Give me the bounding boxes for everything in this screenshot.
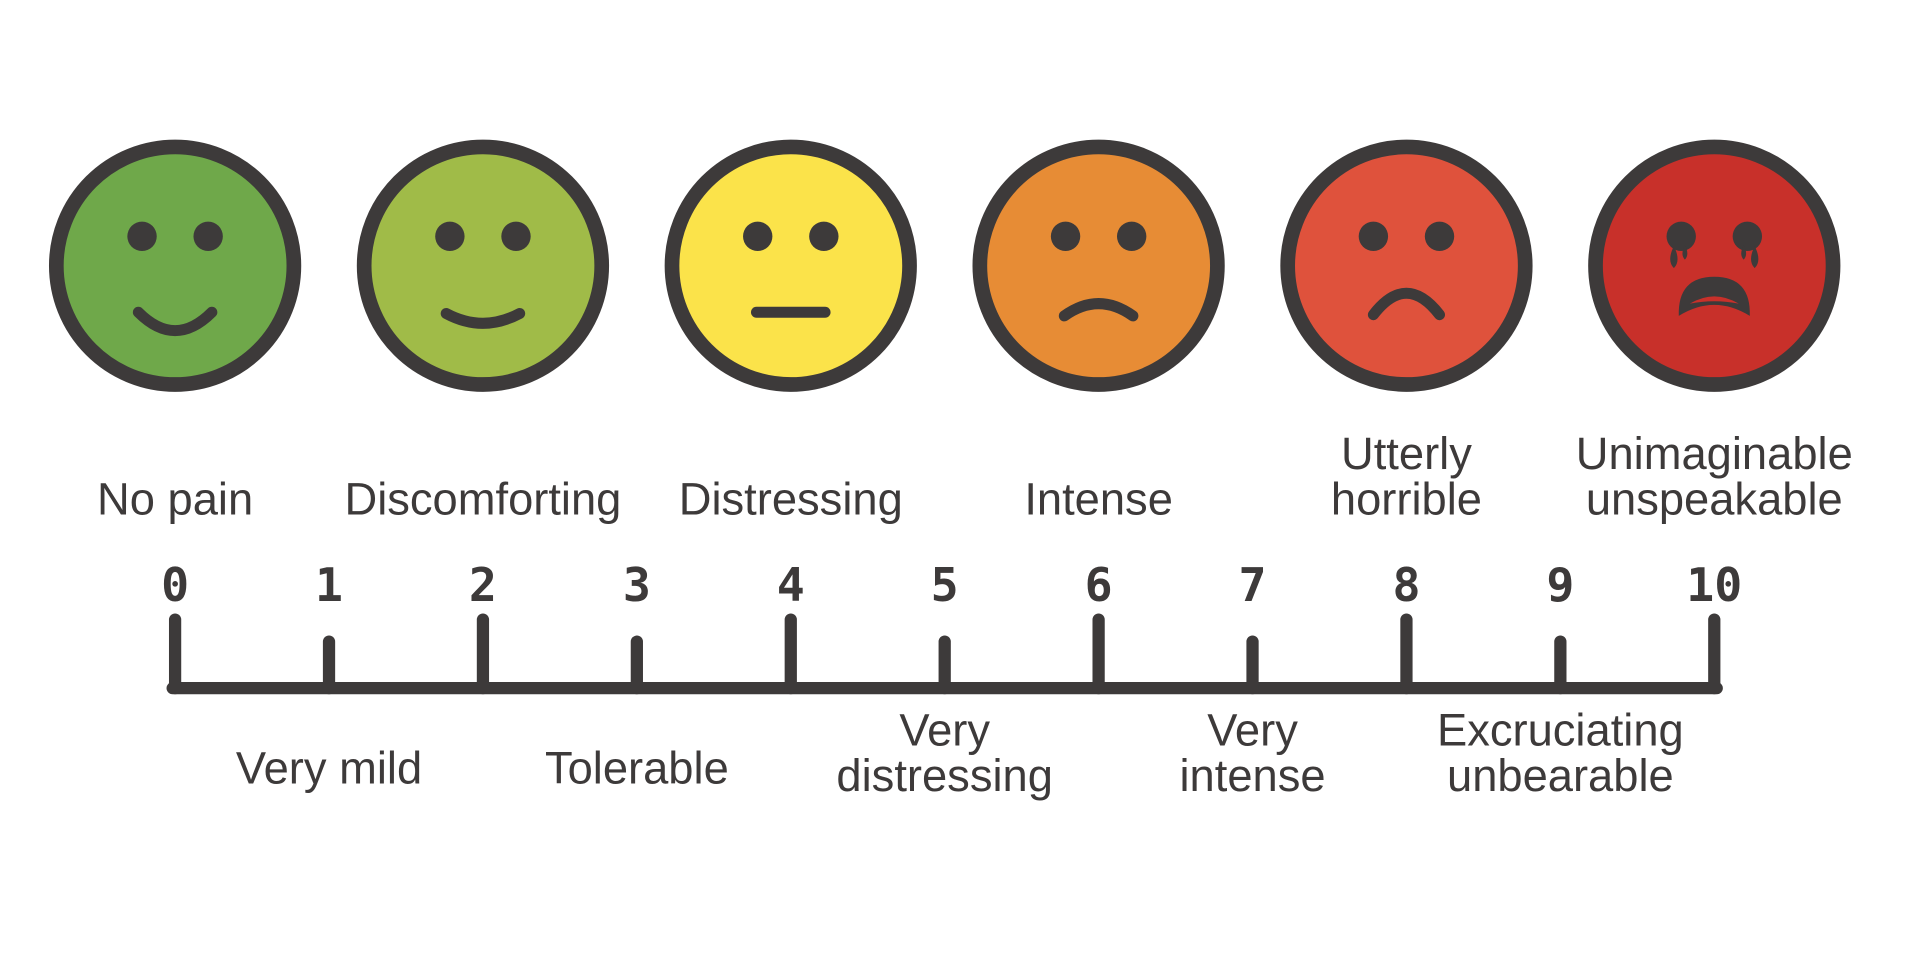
tear-icon — [1751, 246, 1759, 269]
face-circle — [664, 139, 917, 392]
mouth — [440, 307, 526, 329]
intensity-label: Tolerable — [545, 743, 729, 794]
eye — [501, 221, 531, 252]
scale-number: 4 — [777, 558, 805, 612]
eye — [1732, 221, 1763, 252]
face-frown-icon — [1280, 139, 1533, 392]
mouth — [1367, 287, 1446, 321]
intensity-label: Very — [1207, 705, 1298, 756]
intensity-label: Excruciating — [1437, 705, 1684, 756]
scale-number: 3 — [623, 558, 651, 612]
eye — [743, 221, 773, 252]
face-circle — [356, 139, 610, 392]
mouth-inner — [1689, 296, 1739, 304]
face-slight-smile-icon — [356, 139, 610, 392]
scale-number: 8 — [1392, 558, 1420, 612]
face-circle — [48, 139, 302, 392]
scale-number: 0 — [161, 558, 189, 612]
face-crying-icon — [1588, 139, 1841, 392]
eye — [1050, 221, 1081, 252]
eye — [809, 221, 839, 252]
tear-icon — [1741, 244, 1747, 260]
mouth — [132, 306, 218, 337]
face-label: Unimaginable — [1576, 428, 1853, 479]
face-label: Discomforting — [344, 473, 621, 524]
tear-icon — [1682, 244, 1688, 260]
intensity-label: Very mild — [236, 743, 422, 794]
eye — [193, 221, 223, 252]
face-label: No pain — [97, 473, 253, 524]
eye — [127, 221, 157, 252]
mouth — [1058, 298, 1139, 322]
scale-number: 5 — [931, 558, 959, 612]
face-label: Intense — [1024, 473, 1173, 524]
face-label: unspeakable — [1586, 473, 1843, 524]
face-circle — [1280, 139, 1533, 392]
face-circle — [1588, 139, 1841, 392]
face-label: Distressing — [679, 473, 903, 524]
eye — [435, 221, 465, 252]
scale-number: 2 — [469, 558, 497, 612]
intensity-label: intense — [1179, 750, 1325, 801]
scale-number: 7 — [1239, 558, 1267, 612]
tear-icon — [1670, 246, 1678, 269]
scale-number: 1 — [315, 558, 343, 612]
scale-number: 6 — [1085, 558, 1113, 612]
eye — [1358, 221, 1389, 252]
scale-number: 10 — [1686, 558, 1742, 612]
face-neutral-icon — [664, 139, 917, 392]
face-circle — [972, 139, 1225, 392]
face-label: horrible — [1331, 473, 1482, 524]
eye — [1116, 221, 1147, 252]
intensity-label: distressing — [836, 750, 1053, 801]
scale-number: 9 — [1546, 558, 1574, 612]
eye — [1666, 221, 1696, 252]
face-label: Utterly — [1341, 428, 1472, 479]
eye — [1424, 221, 1455, 252]
face-slight-frown-icon — [972, 139, 1225, 392]
intensity-label: Very — [899, 705, 990, 756]
face-happy-icon — [48, 139, 302, 392]
intensity-label: unbearable — [1447, 750, 1674, 801]
